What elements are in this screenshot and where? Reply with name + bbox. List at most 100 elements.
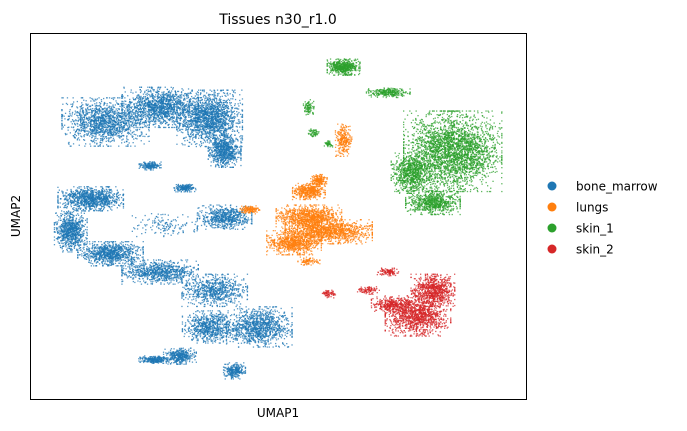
data-point: [164, 102, 166, 105]
data-point: [158, 93, 160, 95]
data-point: [156, 106, 158, 109]
data-point: [61, 125, 63, 127]
data-point: [79, 124, 81, 126]
data-point: [67, 126, 69, 129]
data-point: [237, 151, 240, 153]
data-point: [184, 92, 186, 95]
data-point: [129, 101, 132, 104]
data-point: [221, 156, 224, 158]
data-point: [236, 108, 238, 110]
data-point: [123, 102, 125, 104]
data-point: [221, 125, 223, 127]
data-point: [148, 111, 151, 113]
data-point: [225, 153, 227, 156]
data-point: [106, 144, 108, 146]
data-point: [162, 99, 164, 101]
data-point: [221, 133, 223, 135]
data-point: [127, 105, 130, 108]
data-point: [162, 121, 164, 123]
data-point: [148, 121, 150, 123]
data-point: [151, 87, 154, 89]
data-point: [148, 93, 150, 96]
data-point: [208, 115, 210, 117]
data-point: [147, 91, 149, 93]
data-point: [231, 89, 233, 91]
data-point: [226, 109, 228, 111]
data-point: [102, 131, 104, 133]
data-point: [132, 135, 134, 138]
data-point: [178, 122, 180, 124]
data-point: [117, 97, 119, 99]
data-point: [215, 143, 217, 146]
data-point: [95, 132, 97, 134]
data-point: [203, 120, 205, 122]
data-point: [216, 118, 218, 120]
data-point: [241, 109, 244, 111]
data-point: [105, 124, 107, 126]
data-point: [92, 120, 94, 122]
data-point: [206, 139, 208, 141]
data-point: [206, 112, 208, 114]
data-point: [110, 108, 112, 110]
data-point: [181, 112, 183, 115]
data-point: [158, 114, 160, 116]
data-point: [215, 106, 217, 108]
data-point: [209, 114, 212, 116]
data-point: [167, 124, 169, 126]
data-point: [198, 131, 201, 133]
data-point: [208, 154, 210, 156]
data-point: [190, 119, 193, 121]
data-point: [109, 128, 111, 130]
data-point: [185, 94, 187, 96]
data-point: [201, 111, 204, 113]
data-point: [143, 95, 145, 98]
data-point: [85, 122, 88, 124]
data-point: [218, 92, 220, 95]
data-point: [195, 112, 197, 115]
data-point: [200, 120, 202, 122]
data-point: [102, 130, 104, 132]
data-point: [157, 103, 160, 105]
data-point: [218, 113, 220, 115]
data-point: [224, 94, 226, 97]
data-point: [122, 95, 124, 97]
data-point: [195, 113, 198, 115]
data-point: [210, 113, 212, 115]
data-point: [71, 113, 73, 115]
data-point: [83, 116, 85, 118]
data-point: [200, 97, 202, 99]
data-point: [216, 121, 218, 123]
data-point: [227, 135, 229, 137]
data-point: [155, 109, 157, 111]
data-point: [139, 97, 141, 99]
data-point: [230, 133, 233, 136]
data-point: [226, 92, 229, 94]
data-point: [149, 115, 151, 117]
data-point: [133, 116, 135, 118]
data-point: [154, 99, 156, 101]
data-point: [82, 121, 84, 123]
data-point: [142, 105, 145, 108]
data-point: [94, 117, 96, 119]
data-point: [201, 89, 204, 91]
data-point: [191, 131, 194, 133]
data-point: [231, 155, 233, 158]
data-point: [217, 128, 219, 130]
data-point: [182, 125, 184, 127]
data-point: [202, 112, 204, 115]
data-point: [124, 97, 126, 99]
data-point: [97, 120, 100, 122]
data-point: [134, 98, 137, 100]
data-point: [212, 107, 215, 109]
data-point: [144, 116, 146, 118]
data-point: [95, 139, 97, 142]
data-point: [215, 118, 218, 120]
data-point: [182, 137, 185, 140]
data-point: [213, 142, 215, 144]
data-point: [168, 103, 170, 105]
data-point: [144, 114, 146, 116]
data-point: [220, 127, 222, 130]
cluster-bone_marrow-0: [61, 97, 150, 147]
data-point: [99, 104, 101, 106]
data-point: [94, 116, 96, 118]
